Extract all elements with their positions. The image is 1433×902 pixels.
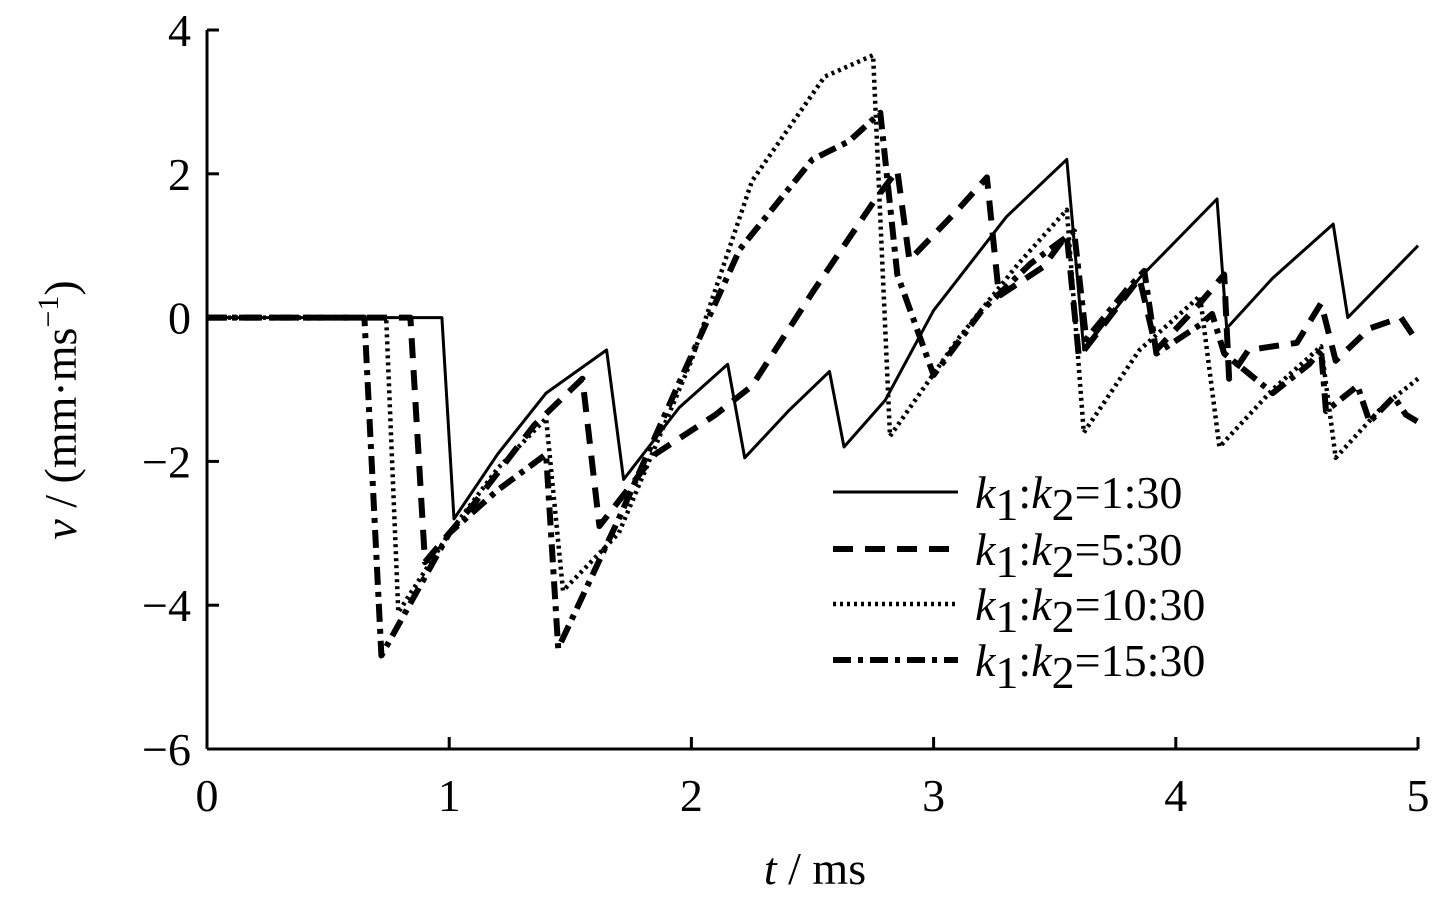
legend-label-2: k1:k2=5:30 (975, 524, 1182, 587)
y-tick-label: 4 (168, 5, 191, 56)
x-axis-title: t / ms (764, 843, 866, 894)
x-tick-label: 0 (196, 770, 219, 821)
series-line-4 (207, 109, 1420, 659)
y-tick-label: 0 (168, 293, 191, 344)
series-line-3 (207, 52, 1420, 615)
legend-label-3: k1:k2=10:30 (975, 579, 1205, 642)
x-tick-label: 1 (438, 770, 461, 821)
x-tick-label: 2 (680, 770, 703, 821)
y-tick-label: −2 (142, 436, 191, 487)
series-line-2 (207, 167, 1421, 566)
legend: k1:k2=1:30k1:k2=5:30k1:k2=10:30k1:k2=15:… (833, 467, 1205, 698)
y-tick-label: −4 (142, 580, 191, 631)
x-tick-label: 4 (1164, 770, 1187, 821)
y-tick-label: −6 (142, 724, 191, 775)
legend-label-1: k1:k2=1:30 (975, 467, 1182, 530)
axis-titles: t / ms v / (mm·ms−1) (32, 280, 866, 894)
x-tick-label: 5 (1407, 770, 1430, 821)
y-tick-label: 2 (168, 149, 191, 200)
legend-label-4: k1:k2=15:30 (975, 635, 1205, 698)
axes-layer: 0 1 2 3 4 5 −6 −4 −2 0 2 4 (142, 5, 1429, 821)
x-tick-label: 3 (922, 770, 945, 821)
series-layer (207, 52, 1421, 659)
series-line-1 (207, 157, 1420, 521)
y-axis-title: v / (mm·ms−1) (32, 280, 86, 539)
